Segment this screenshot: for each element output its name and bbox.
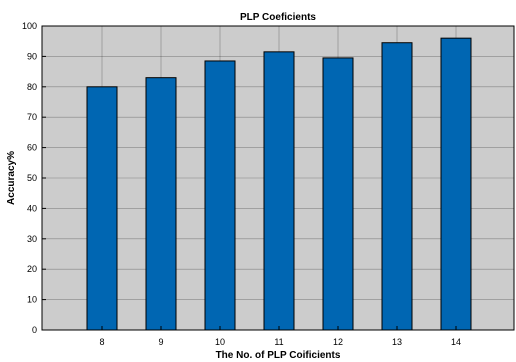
y-tick-label: 10 [27, 295, 37, 305]
axis-ticks: 0 10 20 30 40 50 60 70 80 90 100 8 9 10 11 12 13 14 [22, 21, 461, 347]
bar-14 [440, 37, 472, 331]
y-tick-label: 30 [27, 234, 37, 244]
y-tick-label: 70 [27, 112, 37, 122]
x-tick-label: 8 [99, 337, 104, 347]
x-tick-label: 13 [392, 337, 402, 347]
y-tick-label: 60 [27, 143, 37, 153]
x-tick-label: 14 [451, 337, 461, 347]
y-tick-label: 50 [27, 173, 37, 183]
x-tick-label: 11 [274, 337, 283, 347]
bar-8 [86, 86, 118, 331]
y-tick-label: 90 [27, 51, 37, 61]
bar-13 [381, 42, 413, 331]
x-axis-title: The No. of PLP Coificients [216, 350, 341, 361]
y-axis-title: Accuracy% [6, 151, 17, 205]
bar-9 [145, 77, 177, 331]
bar-11 [263, 51, 295, 331]
y-tick-label: 80 [27, 82, 37, 92]
y-tick-label: 100 [22, 21, 37, 31]
x-tick-label: 10 [215, 337, 225, 347]
chart-title: PLP Coeficients [240, 12, 316, 23]
bar-10 [204, 60, 236, 331]
y-tick-label: 40 [27, 203, 37, 213]
bars [86, 37, 472, 331]
y-tick-label: 20 [27, 264, 37, 274]
y-tick-label: 0 [32, 325, 37, 335]
x-tick-label: 9 [158, 337, 163, 347]
bar-12 [322, 57, 354, 331]
x-tick-label: 12 [333, 337, 343, 347]
